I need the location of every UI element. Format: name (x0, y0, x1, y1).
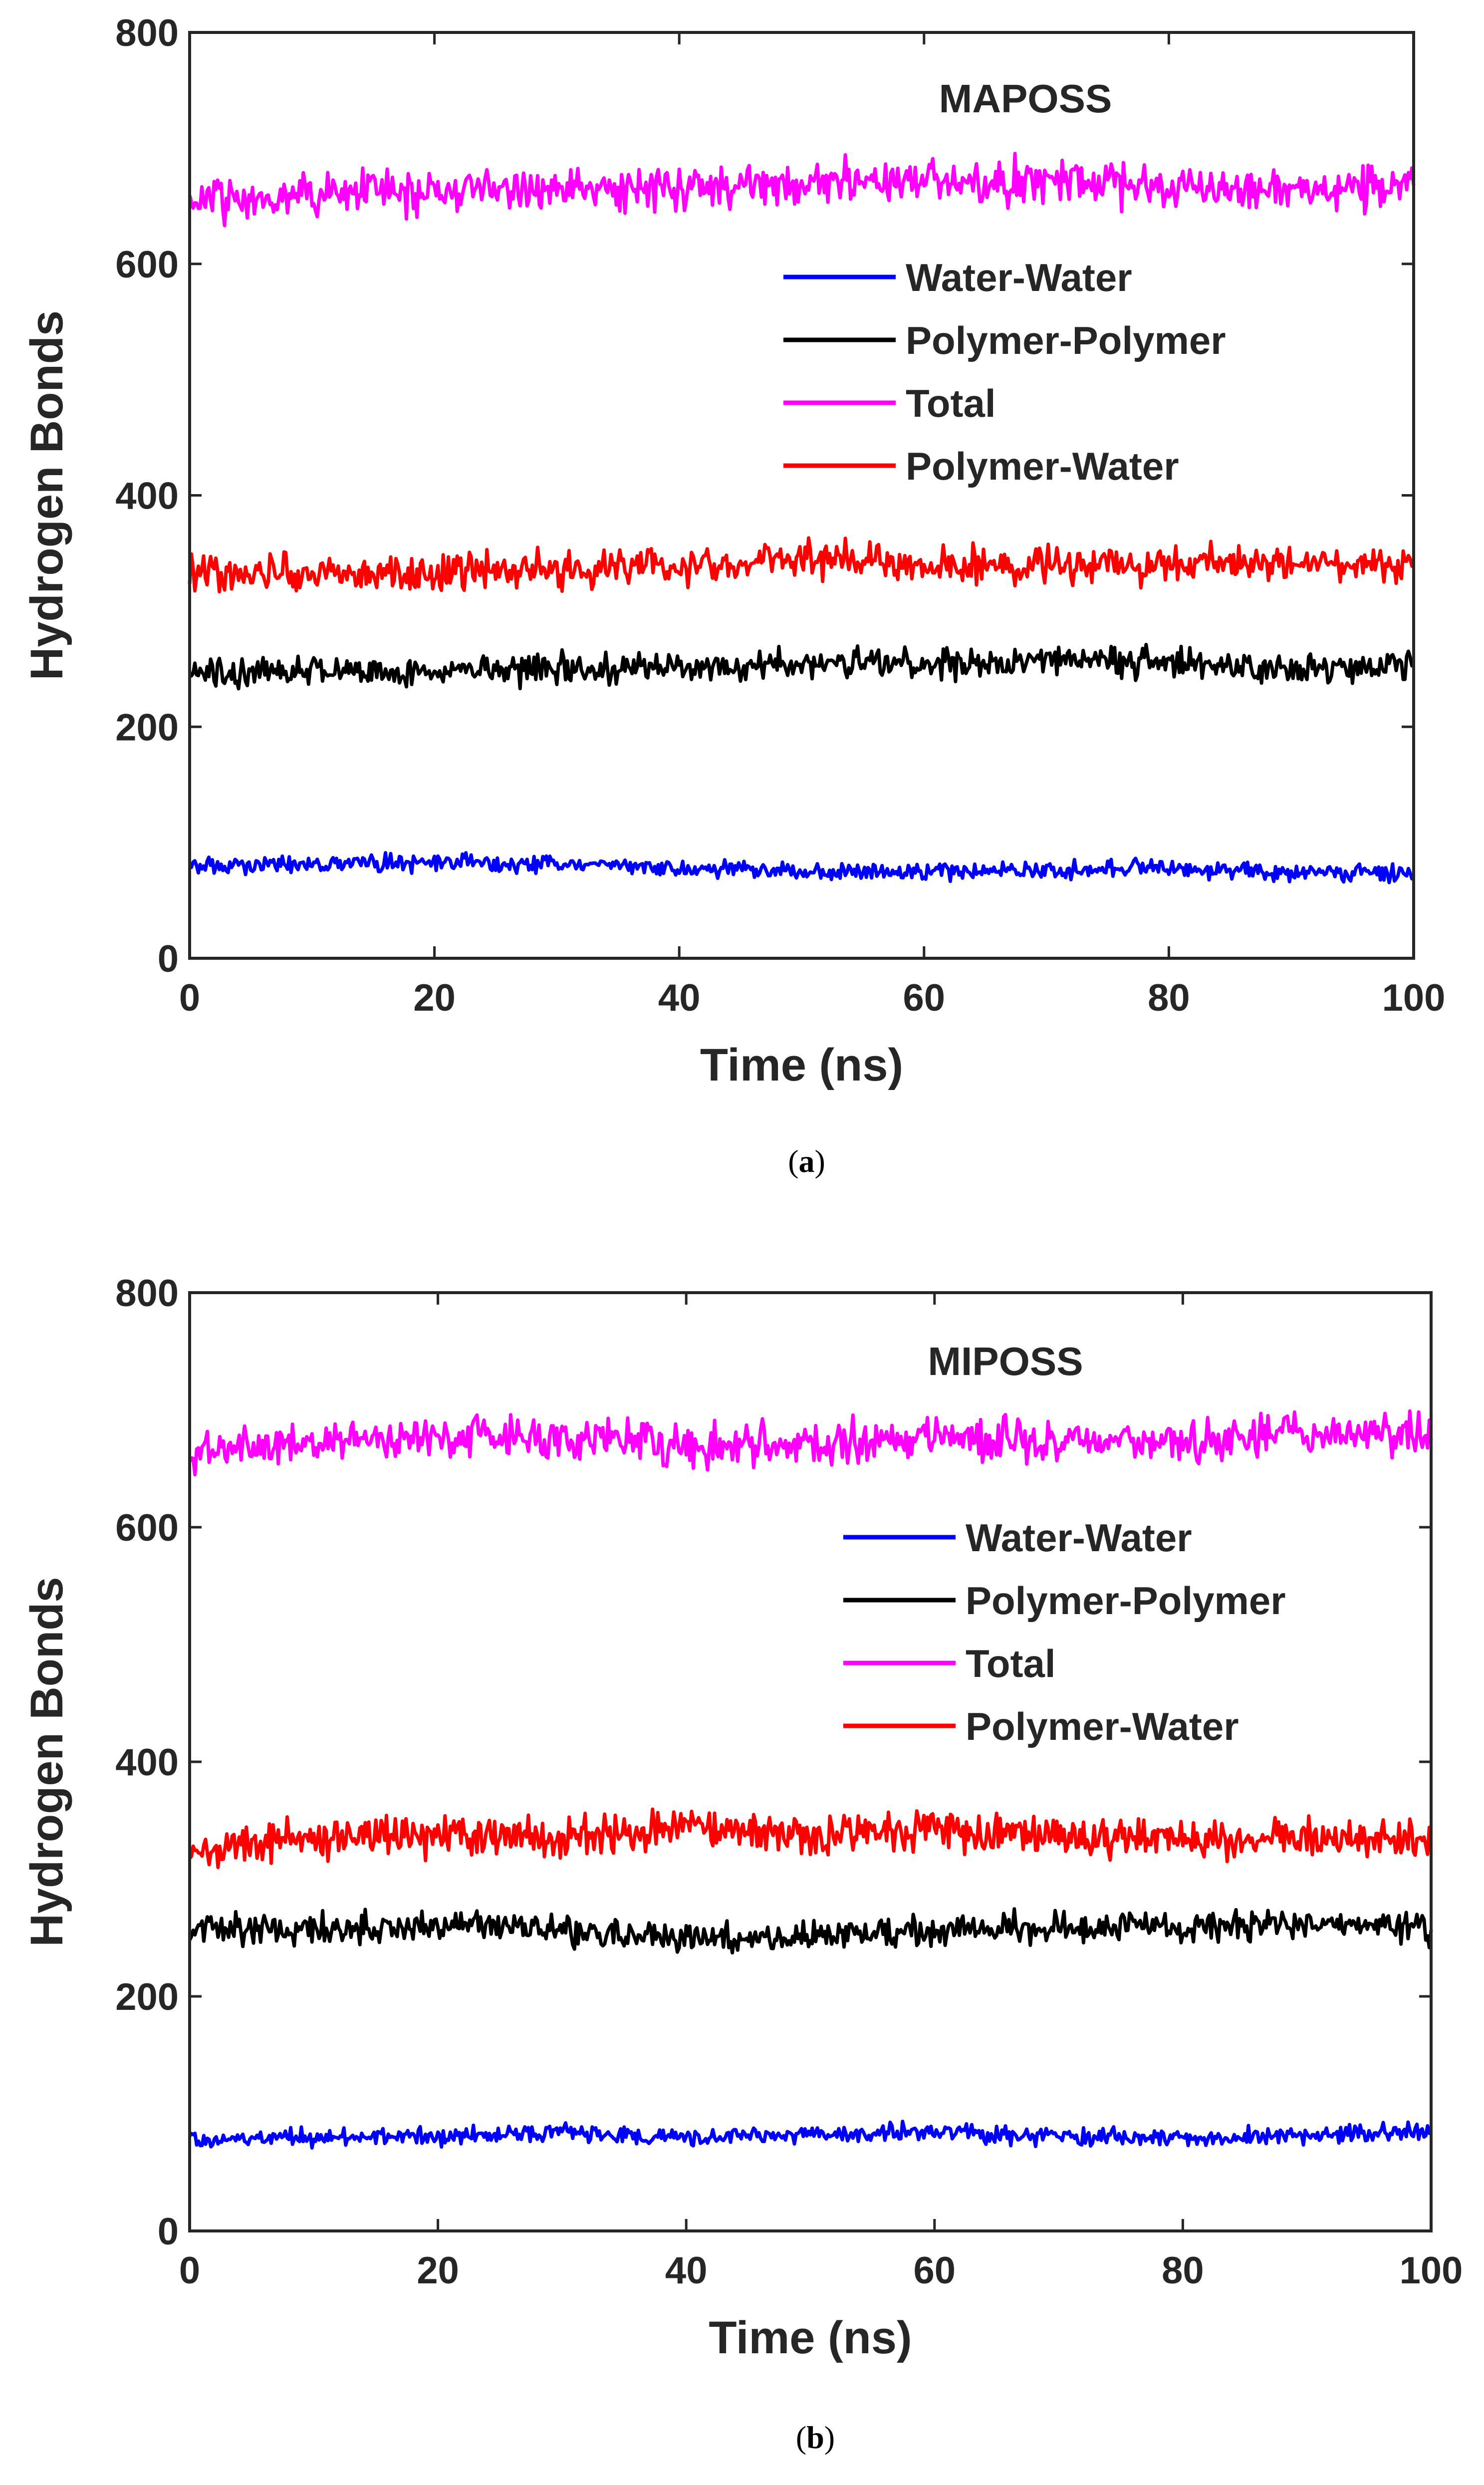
series-lines-b (188, 1409, 1433, 2150)
y-tick-label-600-a: 600 (115, 244, 179, 286)
series-line-polymer-water-b (188, 1807, 1433, 1870)
x-axis-label-a: Time (ns) (700, 1040, 903, 1091)
y-tick-label-200-a: 200 (115, 706, 179, 749)
legend-label-water-water-a: Water-Water (906, 256, 1132, 299)
x-tick-label-0-b: 0 (179, 2249, 200, 2292)
axis-ticks-a: 0 20 40 60 80 100 0 200 400 600 800 (115, 12, 1445, 1019)
chart-title-a: MAPOSS (939, 76, 1112, 121)
legend-b: Water-Water Polymer-Polymer Total Polymer-W… (843, 1516, 1286, 1748)
legend-label-polymer-polymer-a: Polymer-Polymer (906, 318, 1226, 362)
x-tick-label-0-a: 0 (179, 977, 200, 1019)
plot-area-a (190, 32, 1414, 958)
legend-label-polymer-water-a: Polymer-Water (906, 444, 1179, 488)
x-tick-label-20-a: 20 (413, 977, 456, 1019)
legend-label-polymer-polymer-b: Polymer-Polymer (966, 1579, 1286, 1623)
legend-a: Water-Water Polymer-Polymer Total Polymer-W… (783, 256, 1226, 488)
x-tick-label-20-b: 20 (417, 2249, 459, 2292)
panel-caption-a: (a) (788, 1143, 825, 1179)
chart-title-b: MIPOSS (928, 1339, 1083, 1383)
axis-ticks-b: 0 20 40 60 80 100 0 200 400 600 800 (115, 1272, 1463, 2292)
x-tick-label-80-b: 80 (1162, 2249, 1204, 2292)
x-tick-label-80-a: 80 (1148, 977, 1190, 1019)
legend-label-water-water-b: Water-Water (966, 1516, 1192, 1560)
x-axis-label-b: Time (ns) (709, 2312, 912, 2363)
x-tick-label-40-b: 40 (665, 2249, 708, 2292)
y-tick-label-0-a: 0 (158, 938, 179, 980)
panel-caption-letter-a: a (799, 1143, 815, 1179)
y-tick-label-800-b: 800 (115, 1272, 179, 1315)
y-tick-label-0-b: 0 (158, 2210, 179, 2253)
x-tick-label-100-a: 100 (1382, 977, 1446, 1019)
y-tick-label-400-b: 400 (115, 1741, 179, 1784)
panel-a: 0 20 40 60 80 100 0 200 400 600 800 MAPOSS Water-W… (21, 12, 1445, 1179)
y-tick-label-600-b: 600 (115, 1507, 179, 1549)
x-tick-label-60-a: 60 (903, 977, 946, 1019)
series-line-total-b (188, 1409, 1433, 1477)
series-line-total-a (188, 152, 1416, 228)
panel-b: 0 20 40 60 80 100 0 200 400 600 800 MIPOSS Water-W… (21, 1272, 1463, 2455)
legend-label-total-a: Total (906, 381, 996, 425)
legend-label-total-b: Total (966, 1642, 1056, 1685)
series-lines-a (188, 152, 1416, 884)
series-line-polymer-polymer-b (188, 1907, 1433, 1955)
series-line-water-water-b (188, 2120, 1433, 2150)
panel-caption-b: (b) (796, 2420, 835, 2455)
y-tick-label-400-a: 400 (115, 475, 179, 518)
y-tick-label-200-b: 200 (115, 1976, 179, 2018)
series-line-water-water-a (188, 851, 1416, 884)
legend-label-polymer-water-b: Polymer-Water (966, 1704, 1239, 1748)
panel-caption-letter-b: b (806, 2420, 824, 2455)
x-tick-label-40-a: 40 (658, 977, 701, 1019)
y-axis-label-b: Hydrogen Bonds (21, 1577, 72, 1946)
y-tick-label-800-a: 800 (115, 12, 179, 54)
series-line-polymer-water-a (188, 536, 1414, 593)
x-tick-label-100-b: 100 (1400, 2249, 1463, 2292)
x-tick-label-60-b: 60 (914, 2249, 956, 2292)
y-axis-label-a: Hydrogen Bonds (21, 310, 72, 680)
series-line-polymer-polymer-a (188, 643, 1416, 691)
